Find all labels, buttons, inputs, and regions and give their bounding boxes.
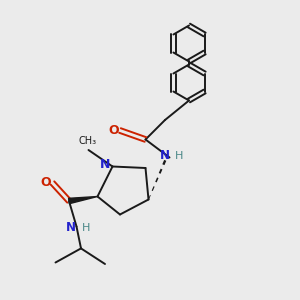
Text: N: N bbox=[160, 149, 170, 162]
Text: O: O bbox=[40, 176, 51, 190]
Text: N: N bbox=[100, 158, 110, 172]
Text: O: O bbox=[108, 124, 119, 137]
Text: N: N bbox=[66, 221, 76, 234]
Polygon shape bbox=[69, 196, 98, 204]
Text: CH₃: CH₃ bbox=[79, 136, 97, 146]
Text: H: H bbox=[82, 223, 90, 233]
Text: H: H bbox=[175, 151, 183, 161]
